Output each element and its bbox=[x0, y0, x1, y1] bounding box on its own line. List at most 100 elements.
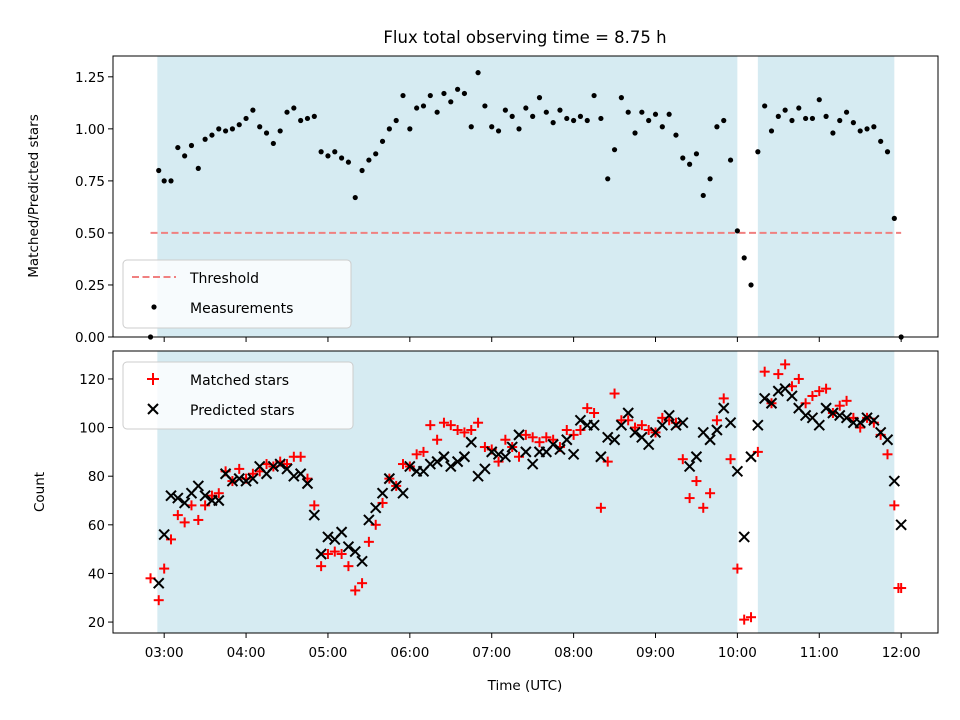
predicted-point bbox=[274, 458, 286, 470]
matched-point bbox=[295, 451, 306, 462]
x-tick-label: 12:00 bbox=[882, 645, 921, 661]
top-y-tick-label: 0.00 bbox=[75, 330, 105, 346]
matched-point bbox=[350, 585, 361, 596]
predicted-point bbox=[718, 402, 730, 414]
predicted-point bbox=[526, 458, 539, 470]
predicted-point bbox=[752, 419, 764, 431]
measurement-point bbox=[611, 147, 618, 153]
predicted-point bbox=[165, 489, 177, 502]
predicted-point bbox=[827, 407, 839, 419]
measurement-point bbox=[263, 130, 270, 136]
x-tick-label: 09:00 bbox=[636, 645, 675, 661]
matched-point bbox=[677, 454, 688, 465]
predicted-point bbox=[267, 460, 280, 473]
matched-point bbox=[821, 383, 832, 394]
matched-point bbox=[711, 415, 722, 426]
predicted-point bbox=[724, 417, 737, 429]
matched-point bbox=[595, 502, 606, 513]
predicted-point bbox=[567, 448, 580, 461]
matched-point bbox=[357, 578, 368, 589]
measurement-point bbox=[482, 103, 488, 109]
matched-point bbox=[759, 366, 770, 377]
predicted-point bbox=[465, 436, 477, 448]
measurement-point bbox=[605, 176, 611, 182]
measurement-point bbox=[461, 90, 468, 97]
measurement-point bbox=[843, 109, 850, 115]
measurement-point bbox=[345, 159, 352, 165]
measurement-point bbox=[850, 120, 856, 126]
matched-point bbox=[234, 463, 245, 474]
bottom-observing-shading bbox=[157, 351, 895, 633]
measurement-point bbox=[891, 215, 897, 221]
matched-point bbox=[582, 403, 593, 414]
measurement-point bbox=[632, 130, 638, 136]
predicted-point bbox=[479, 463, 491, 475]
predicted-point bbox=[520, 446, 532, 458]
predicted-point bbox=[608, 434, 621, 446]
chart-title: Flux total observing time = 8.75 h bbox=[383, 28, 666, 47]
predicted-point bbox=[758, 392, 771, 405]
matched-point bbox=[698, 502, 709, 513]
top-legend-box bbox=[122, 259, 352, 329]
matched-point bbox=[725, 454, 736, 465]
measurement-point bbox=[441, 90, 447, 97]
measurement-point bbox=[427, 92, 433, 99]
measurement-point bbox=[564, 115, 570, 122]
measurement-point bbox=[673, 132, 679, 138]
bottom-y-tick-label: 60 bbox=[88, 518, 105, 534]
measurement-point bbox=[741, 255, 747, 261]
measurement-point bbox=[523, 105, 529, 111]
legend-predicted-label: Predicted stars bbox=[190, 403, 295, 419]
predicted-point bbox=[301, 477, 314, 490]
predicted-point bbox=[431, 455, 443, 468]
measurement-point bbox=[727, 157, 734, 163]
predicted-point bbox=[711, 424, 723, 436]
matched-point bbox=[609, 388, 620, 399]
measurement-point bbox=[659, 124, 665, 130]
matched-point bbox=[527, 432, 538, 443]
bottom-axes-frame bbox=[112, 350, 939, 634]
measurement-point bbox=[407, 126, 413, 132]
measurement-point bbox=[816, 97, 822, 103]
measurement-point bbox=[666, 111, 672, 117]
matched-point bbox=[882, 449, 893, 460]
predicted-point bbox=[868, 414, 880, 426]
measurement-point bbox=[700, 192, 706, 199]
matched-point bbox=[336, 548, 347, 559]
measurement-point bbox=[311, 113, 317, 119]
predicted-point bbox=[629, 426, 641, 439]
predicted-point bbox=[588, 419, 600, 431]
matched-point bbox=[411, 449, 422, 460]
measurement-point bbox=[298, 117, 304, 124]
measurement-point bbox=[338, 155, 345, 161]
matched-point bbox=[363, 536, 374, 547]
measurement-point bbox=[571, 117, 577, 124]
measurement-point bbox=[714, 124, 720, 130]
measurement-point bbox=[448, 99, 454, 105]
predicted-point bbox=[745, 451, 757, 463]
matched-point bbox=[814, 386, 825, 397]
predicted-point bbox=[677, 417, 689, 429]
measurement-point bbox=[182, 153, 188, 159]
measurement-point bbox=[202, 136, 208, 142]
measurement-point bbox=[188, 142, 195, 149]
measurement-point bbox=[434, 109, 440, 115]
bottom-y-tick-label: 80 bbox=[88, 469, 105, 485]
predicted-point bbox=[786, 390, 798, 402]
measurement-point bbox=[762, 103, 768, 109]
measurement-point bbox=[639, 109, 645, 115]
x-tick-label: 07:00 bbox=[472, 645, 511, 661]
matched-point bbox=[466, 425, 477, 436]
predicted-point bbox=[294, 468, 307, 480]
measurement-point bbox=[536, 95, 543, 101]
predicted-point bbox=[690, 451, 703, 463]
top-panel-ratio: 0.00 0.25 0.50 0.75 1.00 1.25 Matched/Predict… bbox=[26, 55, 939, 346]
predicted-point bbox=[199, 489, 211, 502]
matched-point bbox=[500, 434, 511, 445]
matched-point bbox=[193, 514, 204, 525]
measurement-point bbox=[386, 126, 392, 132]
predicted-point bbox=[233, 472, 245, 485]
matched-point bbox=[534, 437, 545, 448]
bottom-y-tick-label: 120 bbox=[79, 372, 105, 388]
predicted-point bbox=[376, 487, 389, 499]
